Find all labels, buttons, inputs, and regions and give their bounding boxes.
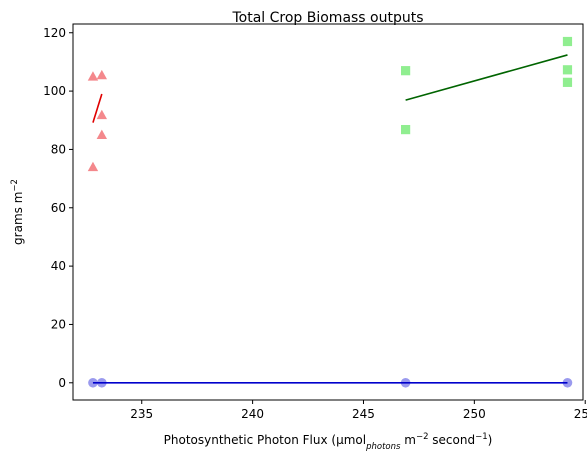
square-point bbox=[401, 124, 411, 135]
series-square bbox=[401, 36, 573, 135]
x-axis: 235 240 245 250 255 bbox=[130, 400, 587, 421]
y-tick-label: 0 bbox=[58, 376, 66, 390]
plot-area bbox=[87, 36, 573, 388]
axis-label-part: Photosynthetic Photon Flux (µmol bbox=[164, 433, 366, 447]
y-tick-label: 80 bbox=[51, 142, 66, 156]
x-axis-label: Photosynthetic Photon Flux (µmolphotons … bbox=[164, 432, 493, 452]
axis-label-part: grams m bbox=[11, 192, 25, 245]
x-tick-label: 255 bbox=[574, 407, 587, 421]
y-axis-label: grams m−2 bbox=[10, 179, 25, 245]
axis-label-part: photons bbox=[365, 442, 401, 452]
square-point bbox=[562, 65, 573, 75]
square-point bbox=[562, 77, 573, 87]
y-tick-label: 40 bbox=[51, 259, 66, 273]
trend-line-square bbox=[405, 54, 568, 101]
x-tick-label: 235 bbox=[130, 407, 153, 421]
axis-label-part: m bbox=[400, 433, 416, 447]
series-triangle bbox=[87, 69, 108, 172]
y-tick-label: 60 bbox=[51, 201, 66, 215]
triangle-point bbox=[96, 69, 108, 80]
series-circle bbox=[88, 377, 573, 388]
x-tick-label: 250 bbox=[463, 407, 486, 421]
circle-point bbox=[88, 377, 98, 388]
y-tick-label: 120 bbox=[43, 26, 66, 40]
axis-label-part: −2 bbox=[416, 432, 429, 442]
triangle-point bbox=[96, 109, 108, 120]
trend-line-triangle bbox=[92, 93, 103, 123]
plot-frame bbox=[72, 23, 584, 401]
axis-label-part: −2 bbox=[10, 179, 20, 192]
y-tick-label: 20 bbox=[51, 317, 66, 331]
triangle-point bbox=[87, 161, 99, 172]
x-tick-label: 240 bbox=[241, 407, 264, 421]
triangle-point bbox=[87, 71, 99, 81]
x-tick-label: 245 bbox=[352, 407, 375, 421]
square-point bbox=[401, 66, 411, 76]
square-point bbox=[562, 36, 573, 47]
plot-content bbox=[87, 36, 573, 388]
y-axis: 0 20 40 60 80 100 120 bbox=[43, 26, 73, 390]
triangle-point bbox=[96, 129, 108, 140]
y-tick-label: 100 bbox=[43, 84, 66, 98]
chart-title: Total Crop Biomass outputs bbox=[231, 10, 423, 26]
axis-label-part: ) bbox=[488, 433, 493, 447]
axis-label-part: second bbox=[428, 433, 475, 447]
axis-label-part: −1 bbox=[475, 432, 488, 442]
